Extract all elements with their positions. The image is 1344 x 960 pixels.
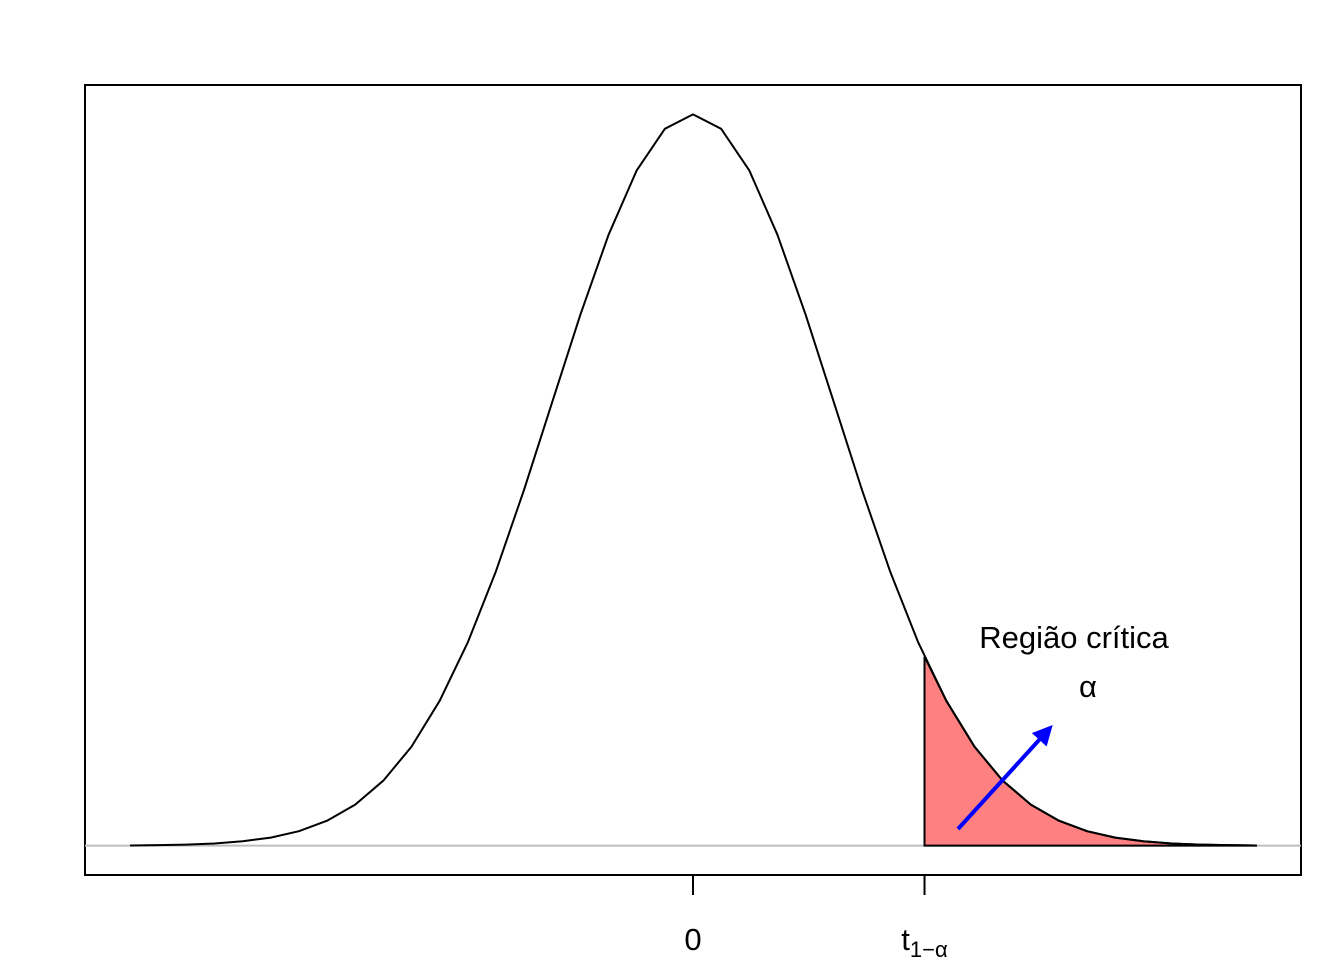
plot-area: 0 t1−α [85,113,1301,960]
annotation: Região crítica [979,620,1169,655]
plot-box [84,84,1302,876]
x-tick-label: t1−α [901,922,948,960]
x-tick-subscript: 1−α [910,937,948,960]
x-tick-label: 0 [684,922,701,957]
annotation-symbol: α [1079,669,1097,704]
arrow [956,725,1053,831]
density-curve [130,113,1256,847]
